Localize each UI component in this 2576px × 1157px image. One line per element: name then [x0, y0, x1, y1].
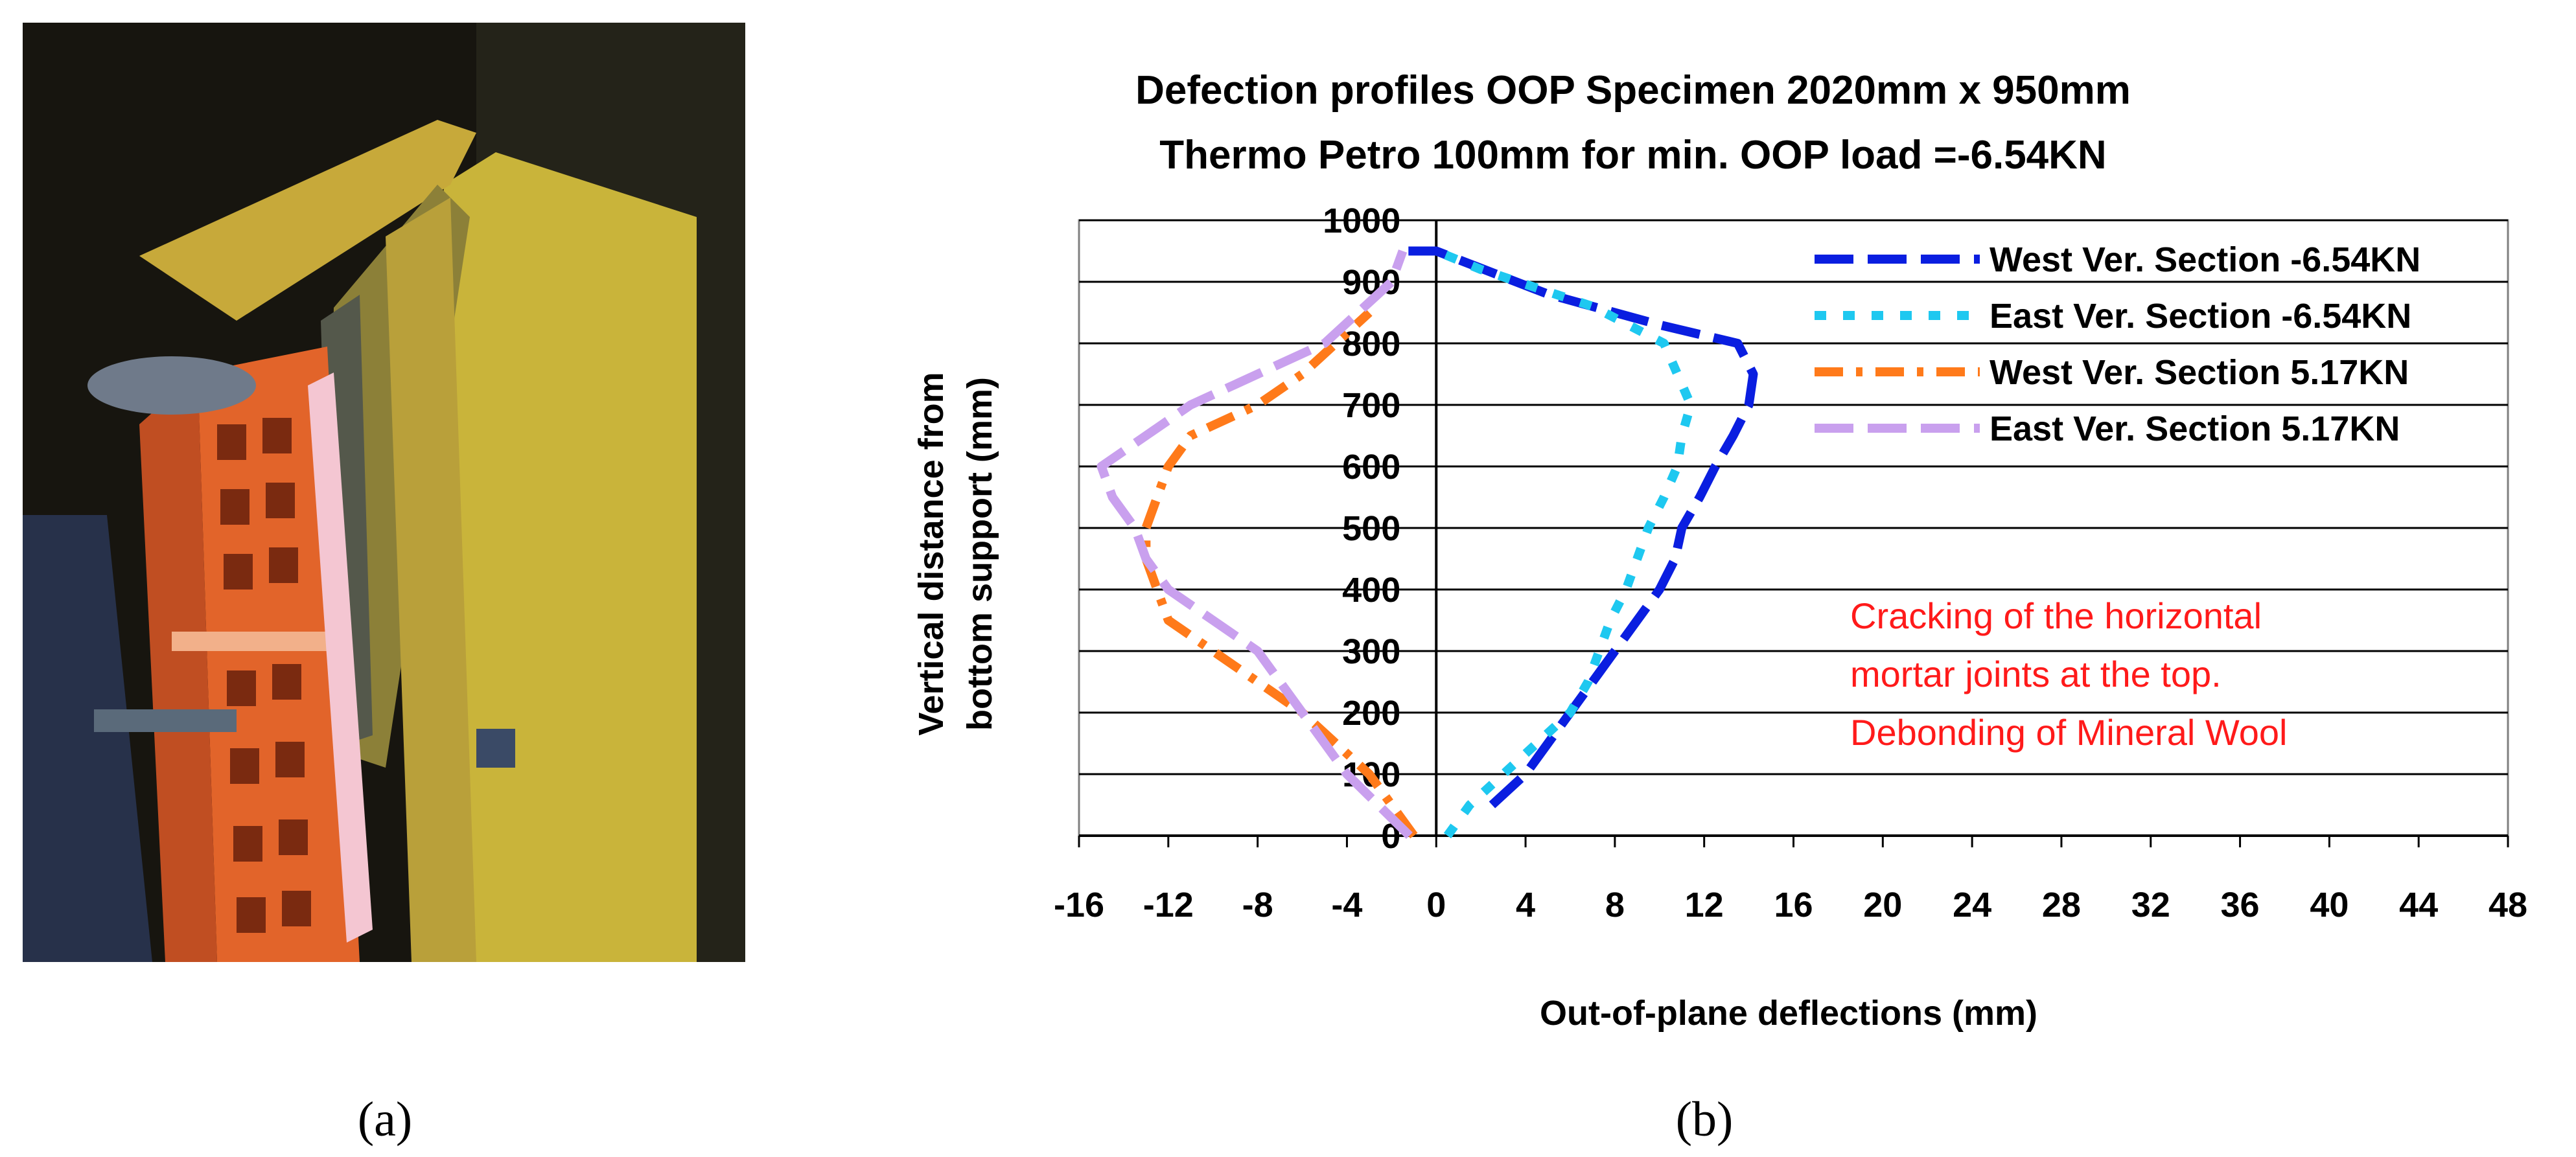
x-tick-label: 32	[2131, 886, 2170, 924]
y-tick-label: 200	[1342, 694, 1400, 733]
photo-brick-holes	[217, 418, 311, 933]
gridlines	[1079, 219, 2508, 775]
y-tick-label: 1000	[1323, 201, 1400, 240]
x-tick-label: 16	[1774, 886, 1813, 924]
photo-steel-frame	[23, 515, 152, 962]
y-tick-label: 700	[1342, 386, 1400, 425]
photo-mortar-joint	[172, 632, 340, 651]
panel-label-b: (b)	[1675, 1092, 1734, 1147]
axes	[1078, 219, 2509, 847]
x-tick-label: -8	[1242, 886, 1273, 924]
legend-label-4: East Ver. Section 5.17KN	[1990, 409, 2400, 448]
x-tick-label: 40	[2310, 886, 2349, 924]
x-tick-label: 44	[2399, 886, 2438, 924]
annotation-line-1: Cracking of the horizontal	[1850, 595, 2262, 636]
y-axis-label-line2: bottom support (mm)	[960, 377, 999, 731]
x-tick-label: 12	[1685, 886, 1724, 924]
series-line-4	[1097, 249, 1413, 839]
specimen-photo	[23, 23, 745, 962]
chart-title-line2: Thermo Petro 100mm for min. OOP load =-6…	[1159, 133, 2106, 178]
panel-label-a: (a)	[357, 1092, 413, 1147]
x-tick-labels: -16 -12 -8 -4 0 4 8 12 16 20 24 28 32 36 40 44 48	[1054, 886, 2527, 924]
y-tick-label: 400	[1342, 571, 1400, 610]
photo-bracket	[476, 729, 515, 768]
photo-sensor-rod	[94, 709, 237, 732]
x-tick-label: -16	[1054, 886, 1104, 924]
legend-label-3: West Ver. Section 5.17KN	[1990, 353, 2409, 392]
series-line-2	[1434, 247, 1696, 839]
x-tick-label: 36	[2221, 886, 2260, 924]
y-tick-label: 800	[1342, 325, 1400, 363]
x-tick-label: 28	[2042, 886, 2081, 924]
annotation-line-2: mortar joints at the top.	[1850, 654, 2222, 694]
y-tick-label: 500	[1342, 509, 1400, 548]
y-axis-label-line1: Vertical distance from	[912, 372, 951, 735]
x-tick-label: 20	[1863, 886, 1902, 924]
legend: West Ver. Section -6.54KN East Ver. Secti…	[1815, 240, 2420, 448]
series-line-3	[1141, 309, 1418, 839]
annotation: Cracking of the horizontal mortar joints…	[1850, 595, 2287, 753]
photo-insulation-face	[386, 198, 476, 962]
photo-lvdt-sensor	[87, 356, 256, 415]
x-tick-label: 8	[1605, 886, 1625, 924]
photo-mineral-wool-top	[139, 120, 476, 321]
annotation-line-3: Debonding of Mineral Wool	[1850, 712, 2287, 753]
x-tick-label: 24	[1953, 886, 1991, 924]
y-tick-label: 600	[1342, 448, 1400, 487]
x-tick-label: 4	[1516, 886, 1535, 924]
photo-brick-side	[139, 372, 217, 962]
legend-label-1: West Ver. Section -6.54KN	[1990, 240, 2420, 279]
y-tick-label: 300	[1342, 632, 1400, 671]
x-axis-label: Out-of-plane deflections (mm)	[1540, 994, 2037, 1033]
photo-plaster-edge	[308, 372, 373, 943]
x-tick-label: -12	[1143, 886, 1194, 924]
legend-label-2: East Ver. Section -6.54KN	[1990, 297, 2411, 336]
series-lines	[1097, 246, 1758, 839]
chart-title-line1: Defection profiles OOP Specimen 2020mm x…	[1135, 68, 2131, 113]
x-tick-label: 0	[1426, 886, 1446, 924]
x-tick-label: 48	[2489, 886, 2527, 924]
x-tick-label: -4	[1331, 886, 1362, 924]
